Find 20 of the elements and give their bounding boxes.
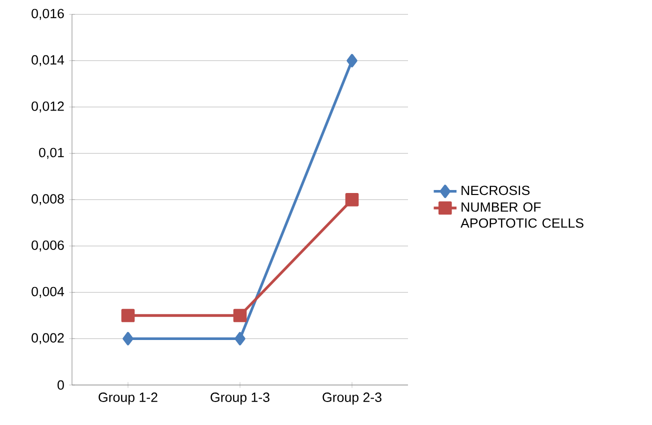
x-tick-label: Group 1-3 — [210, 392, 270, 405]
y-tick-label: 0 — [58, 380, 64, 390]
y-tick-label: 0,014 — [32, 55, 64, 66]
y-tick-label: 0,006 — [32, 240, 64, 252]
y-tick-label: 0,01 — [39, 148, 64, 159]
y-tick-label: 0,012 — [32, 101, 64, 113]
y-tick-label: 0,016 — [32, 8, 64, 20]
point — [121, 308, 135, 322]
point — [233, 308, 247, 322]
point — [345, 193, 359, 206]
y-tick-label: 0,004 — [32, 286, 64, 298]
point — [234, 332, 246, 346]
point — [346, 54, 358, 68]
point — [122, 332, 134, 346]
legend-label: NUMBER OF APOPTOTIC CELLS — [460, 202, 584, 228]
x-tick-label: Group 2-3 — [322, 392, 382, 405]
y-tick-label: 0,008 — [32, 194, 64, 206]
y-tick-label: 0,002 — [32, 333, 64, 344]
x-tick-label: Group 1-2 — [98, 392, 158, 405]
legend-label: NECROSIS — [462, 186, 530, 196]
